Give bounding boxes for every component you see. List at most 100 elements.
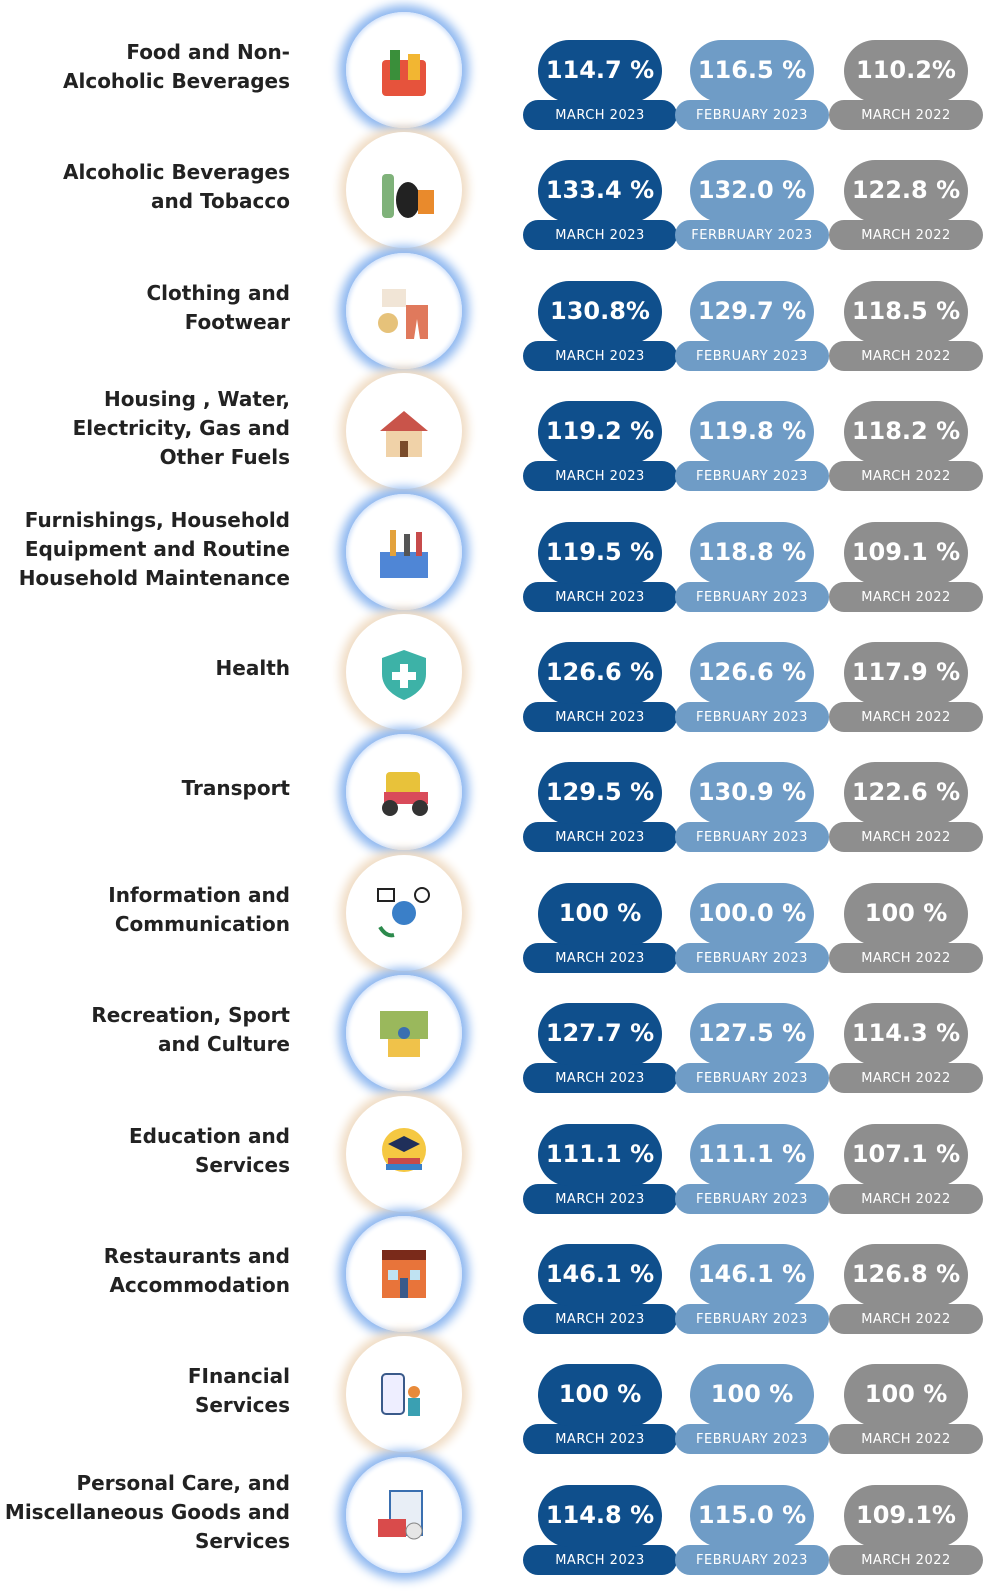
category-icon (346, 253, 462, 369)
value-pill: 100 % (844, 883, 968, 945)
period-pill: MARCH 2022 (829, 100, 983, 130)
value-pill: 126.6 % (538, 642, 662, 704)
label-line: Restaurants and (0, 1242, 290, 1271)
value-pill: 110.2% (844, 40, 968, 102)
value-pill: 118.2 % (844, 401, 968, 463)
category-icon (346, 12, 462, 128)
label-line: and Culture (0, 1030, 290, 1059)
category-icon (346, 132, 462, 248)
value-pill: 100 % (844, 1364, 968, 1426)
icon-graphic (374, 281, 434, 341)
label-line: Alcoholic Beverages (0, 67, 290, 96)
label-line: Information and (0, 881, 290, 910)
label-line: Footwear (0, 308, 290, 337)
value-pill: 118.5 % (844, 281, 968, 343)
label-line: Recreation, Sport (0, 1001, 290, 1030)
label-line: Health (0, 654, 290, 683)
value-pill: 132.0 % (690, 160, 814, 222)
period-pill: FERBRUARY 2023 (675, 220, 829, 250)
category-icon (346, 1216, 462, 1332)
period-pill: MARCH 2023 (523, 1063, 677, 1093)
period-pill: MARCH 2022 (829, 1424, 983, 1454)
period-pill: MARCH 2022 (829, 582, 983, 612)
label-line: Miscellaneous Goods and (0, 1498, 290, 1527)
value-pill: 127.5 % (690, 1003, 814, 1065)
value-pill: 100 % (690, 1364, 814, 1426)
label-line: Personal Care, and (0, 1469, 290, 1498)
period-pill: MARCH 2022 (829, 341, 983, 371)
value-pill: 119.5 % (538, 522, 662, 584)
period-pill: FEBRUARY 2023 (675, 100, 829, 130)
icon-graphic (374, 642, 434, 702)
period-pill: MARCH 2023 (523, 702, 677, 732)
label-line: Services (0, 1151, 290, 1180)
label-line: Communication (0, 910, 290, 939)
value-pill: 109.1% (844, 1485, 968, 1547)
period-pill: MARCH 2022 (829, 702, 983, 732)
label-line: Equipment and Routine (0, 535, 290, 564)
icon-graphic (374, 1485, 434, 1545)
value-pill: 111.1 % (538, 1124, 662, 1186)
value-pill: 122.8 % (844, 160, 968, 222)
icon-graphic (374, 160, 434, 220)
value-pill: 114.7 % (538, 40, 662, 102)
period-pill: FEBRUARY 2023 (675, 1545, 829, 1575)
period-pill: MARCH 2023 (523, 822, 677, 852)
period-pill: MARCH 2023 (523, 943, 677, 973)
period-pill: MARCH 2022 (829, 220, 983, 250)
value-pill: 129.5 % (538, 762, 662, 824)
label-line: and Tobacco (0, 187, 290, 216)
value-pill: 114.3 % (844, 1003, 968, 1065)
period-pill: FEBRUARY 2023 (675, 461, 829, 491)
value-pill: 109.1 % (844, 522, 968, 584)
category-icon (346, 855, 462, 971)
category-icon (346, 975, 462, 1091)
category-icon (346, 373, 462, 489)
icon-graphic (374, 1244, 434, 1304)
period-pill: FEBRUARY 2023 (675, 822, 829, 852)
value-pill: 126.8 % (844, 1244, 968, 1306)
period-pill: MARCH 2022 (829, 1304, 983, 1334)
label-line: FInancial (0, 1362, 290, 1391)
period-pill: MARCH 2022 (829, 943, 983, 973)
icon-graphic (374, 1003, 434, 1063)
value-pill: 111.1 % (690, 1124, 814, 1186)
icon-graphic (374, 522, 434, 582)
value-pill: 130.9 % (690, 762, 814, 824)
period-pill: MARCH 2023 (523, 1184, 677, 1214)
label-line: Services (0, 1527, 290, 1556)
period-pill: FEBRUARY 2023 (675, 582, 829, 612)
value-pill: 146.1 % (690, 1244, 814, 1306)
period-pill: MARCH 2023 (523, 1424, 677, 1454)
period-pill: FEBRUARY 2023 (675, 1184, 829, 1214)
period-pill: MARCH 2023 (523, 1304, 677, 1334)
label-line: Other Fuels (0, 443, 290, 472)
value-pill: 119.8 % (690, 401, 814, 463)
value-pill: 100 % (538, 883, 662, 945)
label-line: Furnishings, Household (0, 506, 290, 535)
label-line: Housing , Water, (0, 385, 290, 414)
icon-graphic (374, 883, 434, 943)
label-line: Education and (0, 1122, 290, 1151)
label-line: Services (0, 1391, 290, 1420)
value-pill: 133.4 % (538, 160, 662, 222)
period-pill: FEBRUARY 2023 (675, 341, 829, 371)
value-pill: 129.7 % (690, 281, 814, 343)
value-pill: 122.6 % (844, 762, 968, 824)
value-pill: 114.8 % (538, 1485, 662, 1547)
category-icon (346, 1457, 462, 1573)
icon-graphic (374, 1124, 434, 1184)
value-pill: 126.6 % (690, 642, 814, 704)
period-pill: FEBRUARY 2023 (675, 1304, 829, 1334)
period-pill: MARCH 2023 (523, 1545, 677, 1575)
label-line: Accommodation (0, 1271, 290, 1300)
period-pill: MARCH 2023 (523, 582, 677, 612)
